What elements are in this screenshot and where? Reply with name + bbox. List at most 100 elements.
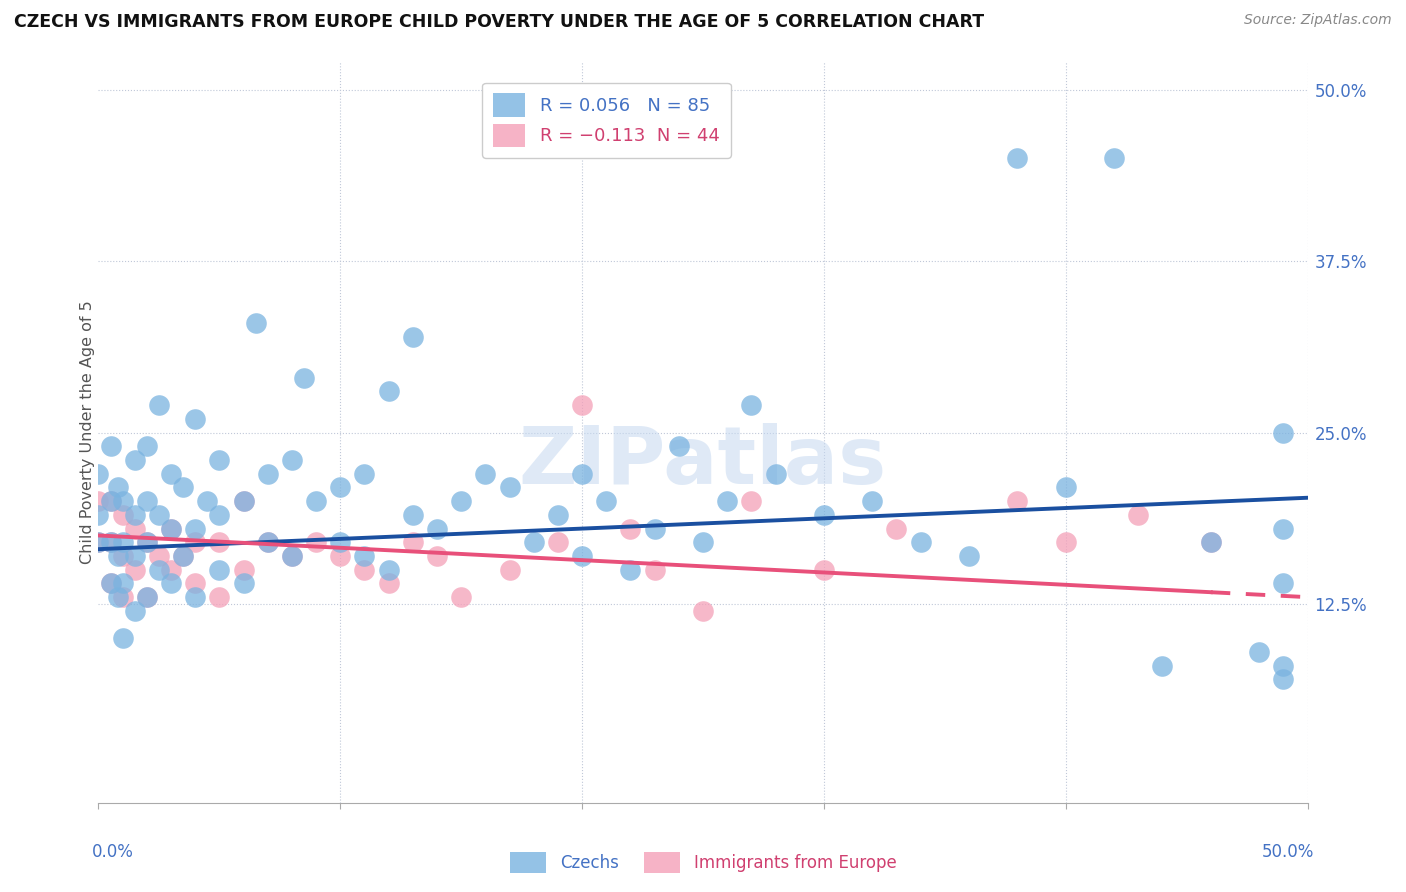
Point — [1272, 673, 1295, 687]
Point — [184, 576, 207, 591]
Point — [100, 576, 122, 591]
Point — [135, 535, 157, 549]
Point — [245, 316, 267, 330]
Point — [160, 467, 183, 481]
Point — [1199, 535, 1222, 549]
Point — [100, 494, 122, 508]
Point — [716, 494, 738, 508]
Point — [208, 508, 231, 522]
Point — [87, 535, 110, 549]
Point — [111, 535, 134, 549]
Point — [111, 590, 134, 604]
Point — [124, 549, 146, 563]
Point — [1272, 658, 1295, 673]
Point — [172, 549, 194, 563]
Point — [329, 480, 352, 494]
Point — [256, 535, 278, 549]
Point — [148, 508, 170, 522]
Point — [232, 494, 254, 508]
Point — [329, 535, 352, 549]
Point — [353, 549, 375, 563]
Point — [547, 508, 569, 522]
Point — [256, 535, 278, 549]
Point — [100, 439, 122, 453]
Point — [100, 576, 122, 591]
Point — [644, 522, 666, 536]
Text: CZECH VS IMMIGRANTS FROM EUROPE CHILD POVERTY UNDER THE AGE OF 5 CORRELATION CHA: CZECH VS IMMIGRANTS FROM EUROPE CHILD PO… — [14, 13, 984, 31]
Text: 50.0%: 50.0% — [1263, 843, 1315, 861]
Point — [402, 329, 425, 343]
Point — [305, 535, 328, 549]
Point — [124, 508, 146, 522]
Point — [910, 535, 932, 549]
Point — [87, 508, 110, 522]
Point — [740, 398, 762, 412]
Point — [100, 535, 122, 549]
Point — [160, 576, 183, 591]
Point — [450, 494, 472, 508]
Point — [124, 522, 146, 536]
Point — [148, 563, 170, 577]
Point — [1272, 522, 1295, 536]
Point — [692, 604, 714, 618]
Point — [426, 549, 449, 563]
Text: 0.0%: 0.0% — [91, 843, 134, 861]
Point — [1272, 425, 1295, 440]
Point — [1199, 535, 1222, 549]
Point — [232, 494, 254, 508]
Point — [184, 535, 207, 549]
Point — [377, 576, 399, 591]
Point — [184, 590, 207, 604]
Point — [957, 549, 980, 563]
Point — [571, 398, 593, 412]
Point — [100, 494, 122, 508]
Point — [619, 563, 641, 577]
Point — [377, 563, 399, 577]
Point — [135, 439, 157, 453]
Legend: Czechs, Immigrants from Europe: Czechs, Immigrants from Europe — [503, 846, 903, 880]
Point — [353, 467, 375, 481]
Point — [208, 563, 231, 577]
Point — [184, 412, 207, 426]
Point — [1054, 480, 1077, 494]
Point — [450, 590, 472, 604]
Point — [1007, 152, 1029, 166]
Point — [107, 480, 129, 494]
Point — [571, 467, 593, 481]
Point — [160, 522, 183, 536]
Point — [547, 535, 569, 549]
Point — [1128, 508, 1150, 522]
Point — [329, 549, 352, 563]
Point — [135, 494, 157, 508]
Point — [644, 563, 666, 577]
Point — [281, 549, 304, 563]
Point — [474, 467, 496, 481]
Point — [172, 480, 194, 494]
Point — [1152, 658, 1174, 673]
Point — [111, 632, 134, 646]
Text: ZIPatlas: ZIPatlas — [519, 423, 887, 501]
Point — [111, 576, 134, 591]
Point — [692, 535, 714, 549]
Point — [402, 508, 425, 522]
Point — [111, 549, 134, 563]
Point — [498, 480, 520, 494]
Point — [1007, 494, 1029, 508]
Point — [292, 371, 315, 385]
Point — [523, 535, 546, 549]
Point — [402, 535, 425, 549]
Point — [100, 535, 122, 549]
Point — [256, 467, 278, 481]
Point — [668, 439, 690, 453]
Point — [160, 563, 183, 577]
Point — [135, 590, 157, 604]
Point — [595, 494, 617, 508]
Point — [1102, 152, 1125, 166]
Point — [1054, 535, 1077, 549]
Point — [740, 494, 762, 508]
Point — [111, 494, 134, 508]
Point — [184, 522, 207, 536]
Point — [208, 590, 231, 604]
Point — [305, 494, 328, 508]
Point — [87, 494, 110, 508]
